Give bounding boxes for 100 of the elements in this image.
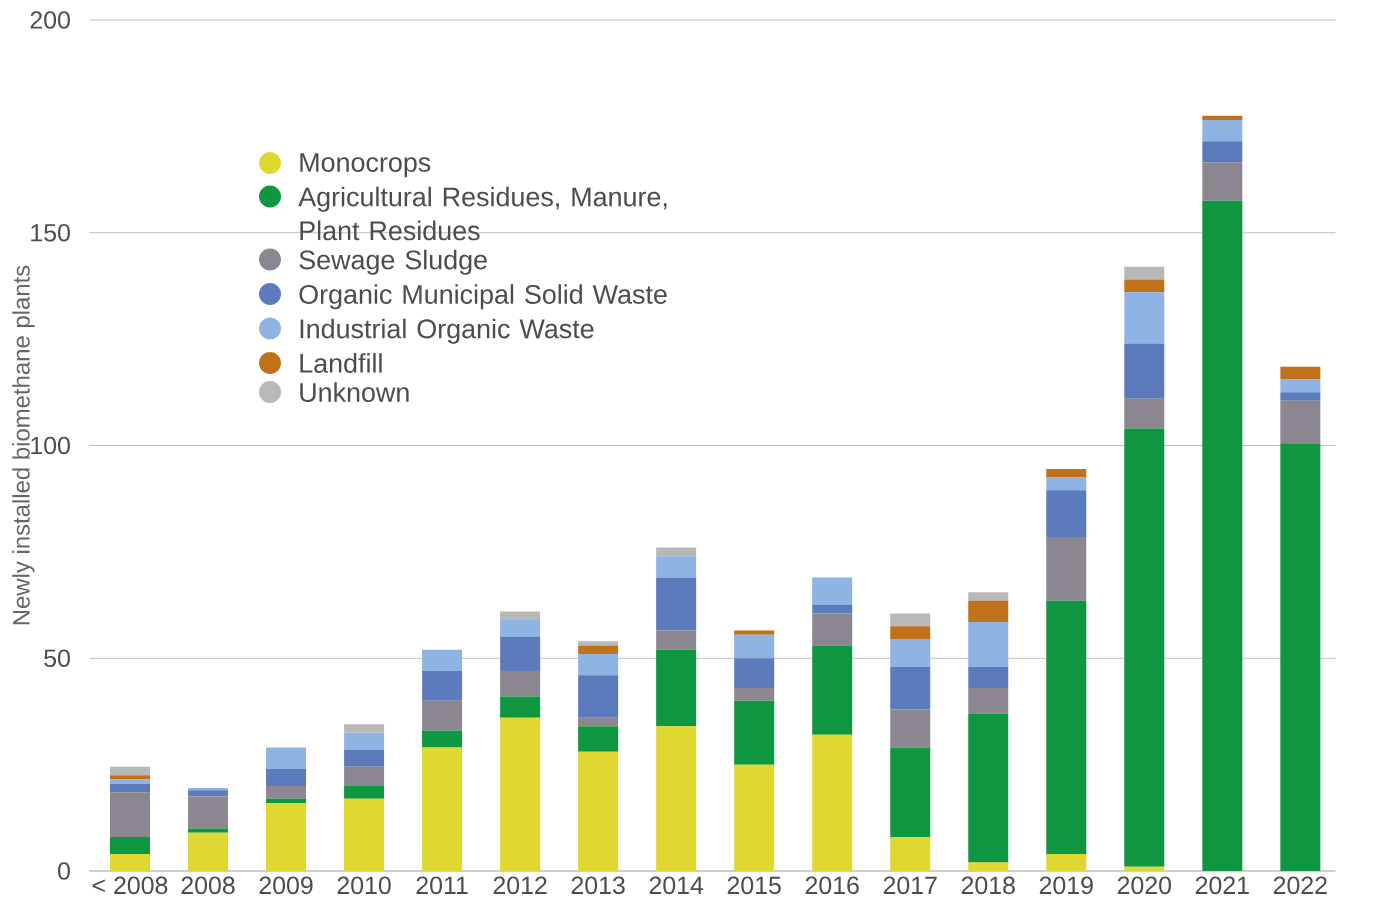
x-tick-label: 2012 [493, 876, 547, 895]
bar [578, 675, 619, 718]
y-tick-label: 200 [30, 11, 70, 29]
bar [266, 768, 307, 786]
bar [734, 630, 775, 635]
bar [188, 788, 229, 791]
bar [1280, 392, 1321, 401]
bar [812, 577, 853, 606]
y-tick-label: 50 [44, 649, 70, 668]
bar [890, 639, 931, 667]
bar [890, 709, 931, 748]
bar [656, 547, 697, 557]
bar [344, 766, 385, 786]
bar [812, 645, 853, 735]
bar [344, 732, 385, 750]
bar [968, 666, 1009, 689]
bar [500, 611, 541, 620]
x-tick-label: 2021 [1195, 876, 1249, 895]
bar [656, 726, 697, 871]
x-tick-label: 2008 [181, 876, 235, 895]
bar [110, 783, 150, 793]
bar [188, 790, 229, 797]
bar [500, 636, 541, 672]
bar [968, 688, 1009, 714]
bar [110, 792, 150, 837]
x-tick-label: 2015 [727, 876, 781, 895]
bar [1046, 536, 1087, 601]
bar [500, 717, 541, 871]
bar [578, 645, 619, 654]
bar [422, 649, 463, 672]
x-tick-label: 2014 [649, 876, 704, 895]
bar [422, 730, 463, 748]
x-tick-label: 2019 [1039, 876, 1093, 895]
x-tick-label: 2011 [416, 876, 468, 895]
bar [188, 832, 229, 871]
bar [266, 747, 307, 769]
legend-label: Landfill [300, 353, 382, 373]
bar [422, 747, 463, 871]
bar [578, 717, 619, 727]
bar [266, 798, 307, 803]
bar [1202, 162, 1243, 201]
bar [968, 622, 1009, 667]
bar [1202, 141, 1243, 163]
bar [890, 666, 931, 710]
legend-label: Organic Municipal Solid Waste [299, 284, 667, 310]
bar [1046, 490, 1087, 537]
x-tick-label: 2017 [883, 876, 937, 895]
bar [1124, 343, 1165, 399]
bar [656, 556, 697, 578]
bar [578, 641, 619, 646]
x-tick-label: < 2008 [92, 876, 168, 895]
legend-label: Unknown [300, 382, 409, 403]
bar [110, 775, 150, 780]
y-tick-label: 150 [31, 223, 70, 242]
bar [734, 764, 775, 871]
bar [110, 853, 150, 871]
x-tick-label: 2010 [337, 876, 391, 895]
bar [890, 747, 931, 837]
bar [968, 713, 1009, 863]
bar [1046, 477, 1087, 491]
bar [1124, 398, 1165, 429]
bar [1280, 366, 1321, 380]
bar [500, 671, 541, 697]
bar [1124, 866, 1165, 871]
bar [734, 634, 775, 659]
bar [1202, 115, 1243, 120]
legend-label: Agricultural Residues, Manure, Plant Residues [298, 186, 667, 241]
bar [1124, 279, 1165, 293]
bar [1124, 428, 1165, 867]
bar [344, 785, 385, 799]
bar [968, 600, 1009, 623]
bar [422, 700, 463, 731]
bar [1280, 379, 1321, 393]
x-tick-label: 2018 [961, 876, 1015, 895]
y-tick-label: 0 [58, 862, 70, 880]
x-tick-label: 2009 [259, 876, 313, 895]
bar [968, 592, 1009, 601]
bar [890, 836, 931, 871]
bar [812, 734, 853, 871]
bar [1202, 119, 1243, 142]
bar [812, 605, 853, 614]
bar [578, 751, 619, 871]
x-tick-label: 2016 [805, 876, 859, 895]
bar [1046, 468, 1087, 478]
x-tick-label: 2020 [1117, 876, 1172, 895]
bar [1280, 400, 1321, 444]
bar [110, 766, 150, 776]
legend-label: Industrial Organic Waste [300, 318, 594, 344]
bar [344, 749, 385, 767]
bar [188, 796, 229, 829]
bar [734, 700, 775, 765]
legend-label: Monocrops [300, 153, 431, 178]
bar [734, 658, 775, 689]
bar [1046, 600, 1087, 854]
legend-label: Sewage Sludge [299, 249, 487, 275]
bar [656, 630, 697, 650]
bar [1124, 266, 1165, 280]
bar [1202, 200, 1243, 871]
bar [890, 613, 931, 627]
bar [890, 626, 931, 640]
